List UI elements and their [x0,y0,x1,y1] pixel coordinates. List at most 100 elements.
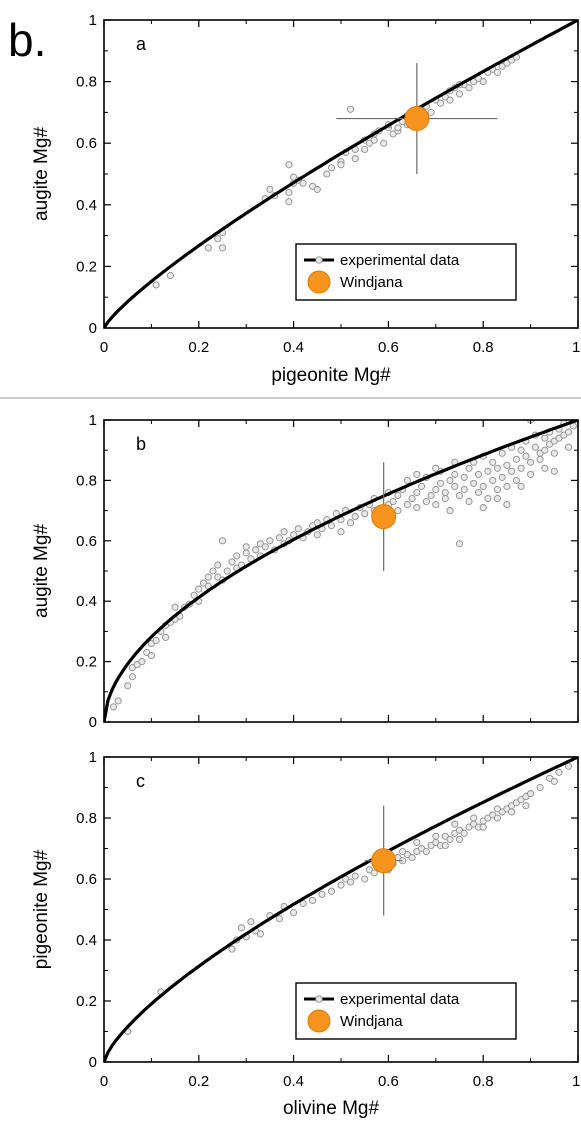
data-point [541,434,549,442]
data-point [550,449,558,457]
figure-label: b. [8,14,46,66]
data-point [214,561,222,569]
data-point [275,915,283,923]
data-point [408,494,416,503]
data-point [465,84,473,92]
data-point [455,540,464,548]
panel-letter: b [136,434,146,454]
data-point [427,491,435,500]
data-point [337,161,345,169]
data-point [285,198,293,206]
data-point [441,488,449,497]
data-point [228,945,236,953]
y-tick-label: 0.6 [76,871,97,888]
data-point [261,543,269,551]
data-point [470,814,478,822]
data-point [527,458,535,466]
data-point [361,510,369,518]
data-point [399,847,407,856]
data-point [171,603,179,611]
data-point [337,881,345,889]
data-point [479,504,487,512]
data-point [455,491,464,500]
windjana-point [404,106,430,132]
y-tick-label: 0 [89,1054,97,1071]
fit-curve [104,757,578,1062]
data-point [166,272,174,280]
legend-windjana-marker [307,1009,331,1033]
y-tick-label: 0.8 [76,810,97,827]
data-point [508,808,516,816]
data-point [455,835,464,843]
data-point [564,443,573,451]
data-point [285,161,293,169]
data-point [555,768,563,776]
data-point [432,464,440,472]
data-point [432,501,440,509]
y-tick-label: 0.6 [76,533,97,550]
data-point [327,522,336,530]
data-point [455,90,464,98]
legend: experimental data Windjana [295,982,517,1040]
data-point [242,549,250,557]
data-point [465,497,473,506]
data-point [252,546,260,554]
data-point [327,164,336,172]
data-point [479,823,487,831]
data-point [266,185,274,193]
data-point [294,525,302,533]
data-point [564,428,573,436]
data-point [413,488,421,497]
y-tick-label: 0.4 [76,593,97,610]
data-point [413,838,421,846]
x-axis-label: pigeonite Mg# [271,365,391,386]
panel-c: 00 0.2 0.2 0.4 0.4 0.6 0.6 0.8 0.8 1 1 c olivine Mg#… [31,749,580,1119]
data-point [517,482,525,490]
plot-area [104,757,578,1062]
data-point [394,507,402,515]
legend-label-experimental: experimental data [340,252,460,269]
panel-letter: c [136,771,145,791]
data-point [503,461,511,469]
data-point [346,519,355,527]
data-point [493,814,501,822]
data-point [541,446,549,454]
x-tick-label: 0.6 [378,1073,399,1090]
legend-box [295,982,517,1040]
data-point [508,467,516,475]
data-point [460,485,468,494]
legend-label-windjana: Windjana [340,1013,403,1030]
data-point [218,537,227,545]
data-point [460,829,468,837]
data-point [361,875,369,883]
data-point [413,470,421,478]
data-point [479,78,487,86]
data-point [550,777,558,785]
fit-curve [104,420,578,722]
y-tick-label: 0.8 [76,74,97,91]
data-point [327,887,336,895]
data-point [351,155,359,163]
data-point [370,136,378,144]
data-point [451,482,459,490]
data-point [446,476,454,484]
data-point [109,703,118,711]
data-point [228,558,236,566]
legend: experimental data Windjana [295,243,517,301]
data-point [493,68,501,76]
y-tick-label: 0.4 [76,932,97,949]
x-tick-label: 0 [100,1073,108,1090]
data-point [266,537,274,545]
data-point [214,235,222,243]
data-point [195,585,203,593]
data-point [512,455,520,463]
data-point [351,513,359,521]
legend-label-windjana: Windjana [340,274,403,291]
data-point [223,567,231,575]
data-point [493,485,501,494]
data-point [446,96,454,104]
data-point [124,682,132,690]
x-tick-label: 0.4 [283,1073,304,1090]
data-point [527,790,535,798]
